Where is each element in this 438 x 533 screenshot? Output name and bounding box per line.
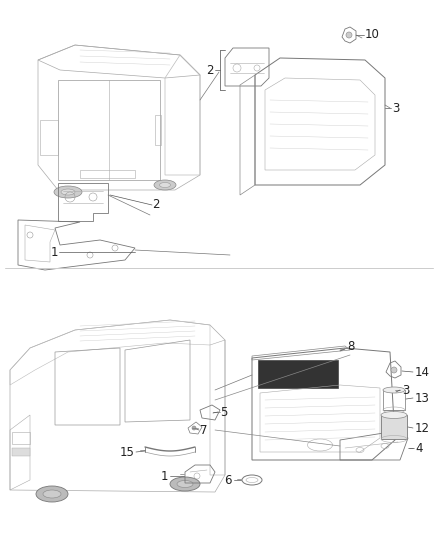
Text: 5: 5 xyxy=(220,406,227,418)
Bar xyxy=(258,360,338,388)
Bar xyxy=(12,448,30,456)
Ellipse shape xyxy=(381,411,407,418)
Circle shape xyxy=(391,367,397,373)
Text: 12: 12 xyxy=(415,422,430,434)
Text: 2: 2 xyxy=(206,63,214,77)
Bar xyxy=(383,390,405,410)
Ellipse shape xyxy=(177,481,193,488)
Ellipse shape xyxy=(154,180,176,190)
Text: 13: 13 xyxy=(415,392,430,405)
Ellipse shape xyxy=(383,387,405,393)
Ellipse shape xyxy=(36,486,68,502)
Circle shape xyxy=(346,32,352,38)
Text: 6: 6 xyxy=(225,473,232,487)
Text: 1: 1 xyxy=(160,470,168,482)
Bar xyxy=(80,170,135,178)
Text: 10: 10 xyxy=(365,28,380,42)
Text: 3: 3 xyxy=(392,101,399,115)
Text: 8: 8 xyxy=(347,341,354,353)
Text: 4: 4 xyxy=(415,441,423,455)
Ellipse shape xyxy=(170,477,200,491)
Circle shape xyxy=(192,426,196,430)
Ellipse shape xyxy=(61,189,75,195)
Bar xyxy=(40,120,58,155)
Bar xyxy=(12,432,30,444)
Bar xyxy=(155,115,161,145)
Ellipse shape xyxy=(54,186,82,198)
Text: 15: 15 xyxy=(120,446,135,458)
Ellipse shape xyxy=(159,182,170,188)
Text: 1: 1 xyxy=(50,246,58,259)
Text: 3: 3 xyxy=(402,384,410,397)
Text: 14: 14 xyxy=(415,366,430,378)
Bar xyxy=(381,415,407,439)
Text: 2: 2 xyxy=(152,198,159,212)
Text: 7: 7 xyxy=(200,424,208,437)
Ellipse shape xyxy=(43,490,61,498)
